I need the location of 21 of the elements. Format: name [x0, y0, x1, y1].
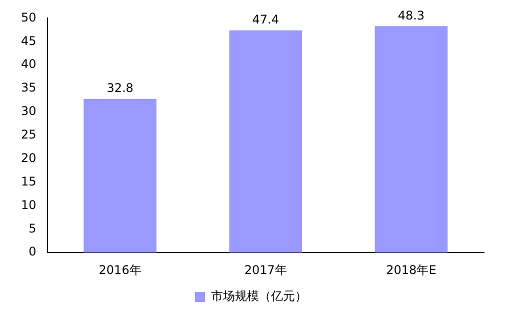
bar — [374, 26, 448, 253]
data-label: 47.4 — [252, 12, 279, 27]
y-tick-label: 50 — [20, 10, 36, 24]
y-tick-label: 10 — [20, 198, 36, 212]
y-tick-label: 20 — [20, 150, 36, 165]
x-tick-label: 2016年 — [98, 262, 142, 277]
y-tick-label: 40 — [20, 57, 36, 72]
y-tick-label: 25 — [20, 128, 36, 142]
y-tick-label: 0 — [28, 244, 36, 259]
legend-label: 市场规模（亿元） — [211, 289, 307, 304]
data-label: 32.8 — [106, 80, 134, 95]
bar — [229, 30, 302, 253]
bar — [84, 98, 156, 253]
x-tick-label: 2017年 — [244, 262, 287, 277]
y-tick-label: 45 — [20, 34, 36, 48]
y-tick-label: 30 — [20, 104, 36, 118]
y-tick-label: 5 — [28, 221, 36, 236]
y-tick-label: 35 — [20, 80, 36, 95]
y-tick-label: 15 — [20, 174, 36, 188]
data-label: 48.3 — [398, 8, 425, 22]
x-tick-label: 2018年E — [386, 262, 436, 277]
